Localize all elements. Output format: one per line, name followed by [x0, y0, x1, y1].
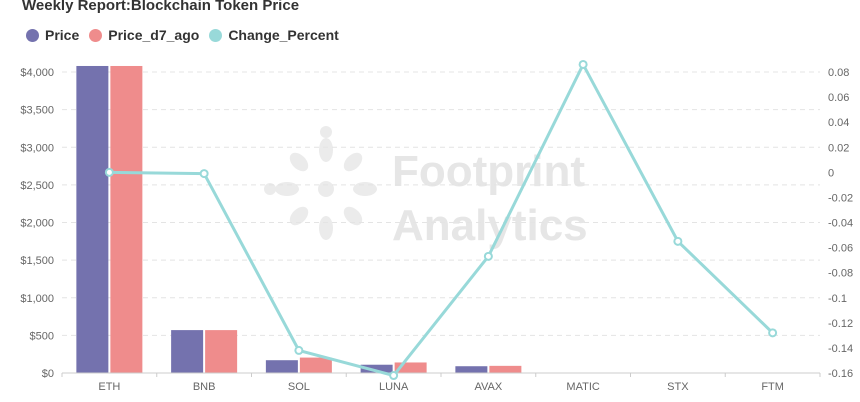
x-axis-tick-label: SOL	[288, 381, 310, 393]
right-axis-tick-label: -0.1	[828, 293, 847, 305]
left-axis-tick-label: $4,000	[20, 67, 54, 79]
watermark-line1: Footprint	[392, 147, 585, 196]
right-axis-tick-label: -0.14	[828, 343, 853, 355]
point-change-percent	[294, 345, 304, 355]
x-axis-tick-label: AVAX	[475, 381, 503, 393]
bar-price	[76, 65, 109, 373]
footprint-watermark: Footprint Analytics	[264, 126, 588, 250]
point-change-percent	[768, 328, 778, 338]
point-change-percent	[199, 169, 209, 179]
left-axis-tick-label: $2,500	[20, 180, 54, 192]
right-axis-tick-label: 0.06	[828, 92, 849, 104]
legend-dot-price-d7-ago	[89, 28, 103, 42]
point-change-percent	[389, 371, 399, 381]
point-change-percent	[578, 59, 588, 69]
axes: $0 $500 $1,000 $1,500 $2,000 $2,500 $3,000 $3,5…	[20, 67, 853, 393]
legend-label-price-d7-ago: Price_d7_ago	[108, 27, 200, 43]
x-axis-tick-label: LUNA	[379, 381, 409, 393]
left-axis-tick-label: $3,500	[20, 105, 54, 117]
legend-item-change-percent[interactable]: Change_Percent	[209, 27, 339, 43]
right-axis-tick-label: -0.04	[828, 218, 853, 230]
bar-price	[360, 364, 393, 373]
change-percent-line	[104, 59, 778, 381]
legend-dot-price	[26, 28, 39, 42]
left-axis-tick-label: $2,000	[20, 218, 54, 230]
legend-item-price-d7-ago[interactable]: Price_d7_ago	[89, 27, 199, 43]
bar-price-d7-ago	[110, 65, 143, 373]
right-axis-tick-label: 0.08	[828, 67, 849, 79]
x-axis-tick-label: MATIC	[566, 381, 599, 393]
left-axis-tick-label: $1,500	[20, 255, 54, 267]
legend-label-price: Price	[45, 27, 80, 43]
watermark-line2: Analytics	[392, 201, 588, 250]
bar-price	[455, 366, 488, 373]
bar-price-d7-ago	[489, 365, 522, 373]
legend: Price Price_d7_ago Change_Percent	[26, 27, 349, 43]
right-axis-tick-label: -0.06	[828, 243, 853, 255]
x-axis-tick-label: BNB	[193, 381, 216, 393]
line-change-percent	[109, 61, 774, 378]
right-axis-tick-label: 0.04	[828, 117, 849, 129]
bar-price-d7-ago	[394, 362, 427, 373]
bar-price-d7-ago	[205, 330, 238, 373]
right-axis-tick-label: -0.16	[828, 368, 853, 380]
left-axis-tick-label: $0	[42, 368, 54, 380]
bar-price-d7-ago	[299, 357, 332, 373]
left-axis-tick-label: $1,000	[20, 293, 54, 305]
right-axis-tick-label: -0.08	[828, 268, 853, 280]
bar-price	[171, 330, 204, 373]
point-change-percent	[673, 236, 683, 246]
point-change-percent	[483, 251, 493, 261]
legend-label-change-percent: Change_Percent	[228, 27, 339, 43]
point-change-percent	[104, 167, 114, 177]
right-axis-tick-label: -0.12	[828, 318, 853, 330]
bars	[76, 65, 522, 373]
left-axis-tick-label: $500	[30, 330, 54, 342]
legend-dot-change-percent	[209, 28, 223, 42]
watermark-logo-icon	[264, 126, 377, 240]
right-axis-tick-label: 0	[828, 167, 834, 179]
x-axis-tick-label: FTM	[761, 381, 784, 393]
legend-item-price[interactable]: Price	[26, 27, 79, 43]
bar-price	[265, 360, 298, 373]
x-axis-tick-label: STX	[667, 381, 689, 393]
left-axis-tick-label: $3,000	[20, 142, 54, 154]
right-axis-tick-label: 0.02	[828, 142, 849, 154]
x-axis-tick-label: ETH	[98, 381, 120, 393]
chart-title: Weekly Report:Blockchain Token Price	[22, 0, 300, 14]
right-axis-tick-label: -0.02	[828, 192, 853, 204]
